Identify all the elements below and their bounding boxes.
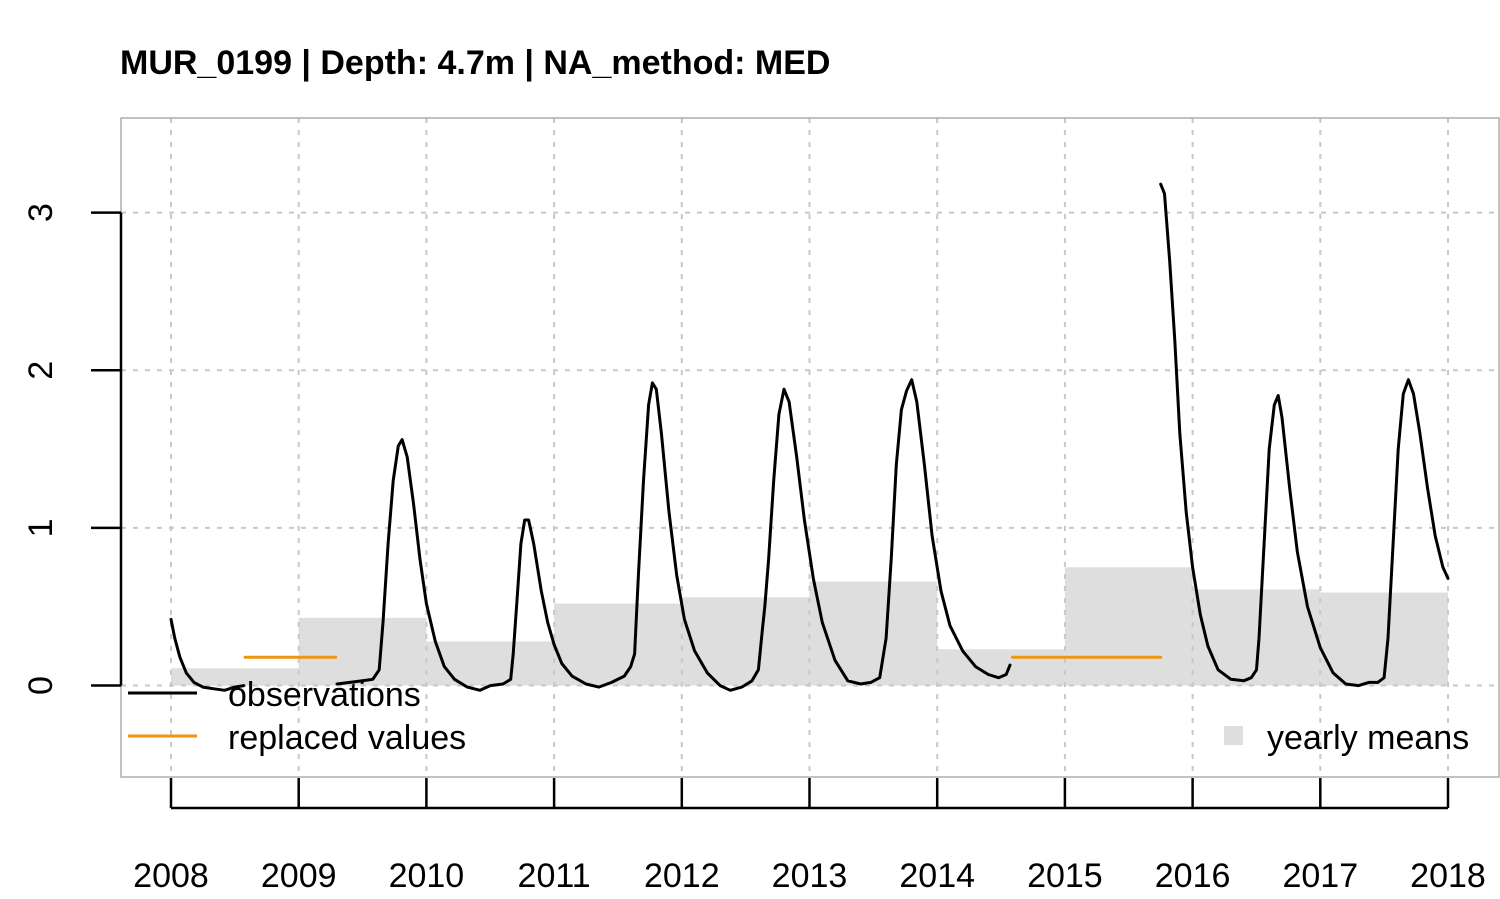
x-tick-label: 2011 [518,857,591,895]
legend-observations-label: observations [228,676,421,714]
y-tick-label: 1 [22,518,60,537]
chart-title: MUR_0199 | Depth: 4.7m | NA_method: MED [120,44,830,82]
yearly-mean-bar [1064,567,1193,686]
legend-yearly-means-label: yearly means [1267,719,1469,757]
y-tick-label: 2 [22,361,60,380]
legend: observations replaced values yearly means [128,676,1469,757]
yearly-mean-bar [681,597,810,686]
legend-yearly-means-swatch [1224,726,1243,745]
observations-line [169,617,246,692]
series-lines [169,182,1450,692]
x-tick-label: 2009 [261,857,337,895]
x-tick-label: 2016 [1155,857,1231,895]
x-tick-label: 2012 [644,857,720,895]
yearly-mean-bar [298,617,427,686]
legend-replaced-label: replaced values [228,719,466,757]
x-tick-label: 2013 [772,857,848,895]
x-tick-label: 2017 [1282,857,1358,895]
x-tick-label: 2008 [133,857,209,895]
y-axis: 0 1 2 3 [22,203,123,695]
y-tick-label: 3 [22,203,60,222]
observations-line [1159,182,1450,688]
observations-line [335,378,1012,692]
x-tick-label: 2018 [1410,857,1486,895]
yearly-mean-bar [937,649,1065,686]
x-axis: 2008 2009 2010 2011 2012 2013 2014 2015 2016 2017… [133,778,1486,895]
x-tick-label: 2015 [1027,857,1103,895]
y-tick-label: 0 [22,676,60,695]
yearly-mean-bar [171,668,299,686]
x-tick-label: 2010 [389,857,465,895]
yearly-mean-bar [809,581,938,686]
yearly-mean-bar [554,603,682,686]
yearly-mean-bar [426,641,555,686]
x-tick-label: 2014 [899,857,975,895]
grid-lines [121,118,1499,777]
